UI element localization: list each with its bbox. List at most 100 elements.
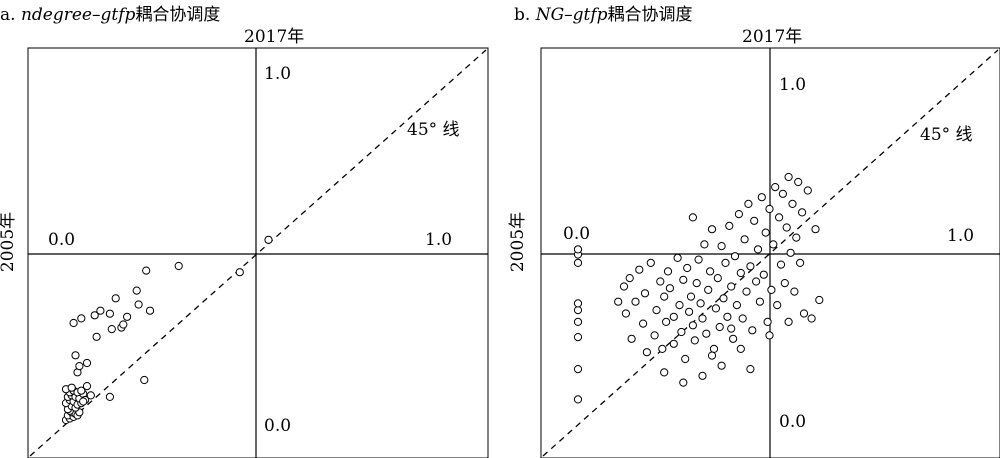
panel-b-point-76	[763, 317, 772, 326]
panel-b-point-12	[621, 309, 631, 318]
panel-a-point-27	[67, 383, 76, 392]
panel-b-x-tick-1: 1.0	[947, 226, 974, 246]
panel-b-point-65	[742, 287, 751, 296]
panel-a: a. ndegree–gtfp耦合协调度 2017年 2005年 45° 线 0…	[0, 5, 489, 458]
panel-b-point-66	[744, 199, 753, 208]
panel-b-points	[573, 172, 824, 404]
panel-b-point-23	[662, 317, 671, 326]
panel-b-point-89	[788, 199, 797, 208]
panel-b-point-58	[729, 334, 738, 343]
panel-b-point-29	[675, 301, 684, 310]
panel-b-point-78	[767, 285, 776, 294]
panel-b-point-84	[778, 189, 788, 198]
panel-b-point-9	[614, 297, 623, 306]
panel-b-point-106	[736, 344, 745, 353]
panel-b-point-24	[663, 267, 673, 276]
panel-b-point-19	[652, 306, 661, 315]
panel-b-point-82	[775, 213, 784, 222]
panel-a-top-label: 2017年	[244, 27, 304, 47]
panel-b-point-32	[681, 354, 690, 364]
panel-a-x-tick-1: 1.0	[425, 230, 452, 250]
panel-a-point-46	[132, 286, 141, 295]
panel-b-point-100	[679, 378, 688, 387]
panel-a-point-55	[140, 375, 149, 385]
panel-b-point-8	[573, 245, 583, 254]
panel-b-point-57	[727, 282, 736, 291]
panel-b-point-22	[660, 292, 669, 301]
panel-a-point-32	[71, 351, 80, 360]
panel-b-point-102	[642, 348, 652, 357]
panel-b-point-69	[750, 216, 759, 225]
panel-b-point-86	[782, 223, 791, 232]
panel-a-title: a. ndegree–gtfp耦合协调度	[0, 5, 220, 25]
panel-a-y-tick-0: 0.0	[264, 416, 291, 436]
panel-b-point-67	[746, 262, 755, 271]
panel-a-point-37	[77, 314, 86, 323]
panel-b-point-92	[794, 177, 803, 187]
panel-a-point-49	[105, 392, 115, 401]
panel-a-point-33	[82, 358, 92, 368]
panel-b-point-103	[627, 334, 636, 343]
panel-b-side-label: 2005年	[508, 212, 528, 272]
panel-b-point-38	[690, 336, 699, 345]
panel-b-point-28	[673, 253, 682, 262]
panel-a-side-label: 2005年	[0, 212, 18, 272]
panel-b-point-25	[665, 284, 675, 293]
panel-b-point-18	[650, 331, 659, 340]
panel-b-x-tick-0: 0.0	[563, 224, 590, 244]
panel-a-point-31	[75, 362, 84, 371]
panel-a-point-51	[79, 397, 88, 406]
panel-a-point-38	[90, 311, 99, 320]
panel-b-point-110	[707, 351, 717, 360]
panel-b-point-56	[725, 221, 734, 230]
panel-b-point-0	[573, 395, 583, 404]
panel-b-y-tick-0: 0.0	[779, 412, 806, 432]
panel-a-point-41	[111, 294, 120, 303]
panel-b-point-6	[573, 258, 583, 267]
panel-a-point-50	[174, 261, 183, 271]
panel-b-point-13	[631, 297, 640, 306]
panel-b-point-109	[746, 365, 755, 374]
panel-b-point-63	[738, 314, 747, 323]
panel-a-point-29	[86, 391, 95, 400]
panel-b-point-5	[573, 299, 583, 308]
panel-b-point-79	[769, 240, 778, 249]
panel-b-point-34	[685, 307, 694, 316]
panel-b-point-35	[686, 292, 696, 301]
panel-b-point-47	[707, 225, 717, 234]
panel-b-point-94	[798, 208, 807, 217]
panel-a-point-43	[107, 325, 116, 334]
panel-a-point-42	[96, 306, 105, 315]
panel-a-point-47	[142, 266, 151, 275]
panel-b-point-71	[753, 245, 763, 254]
panel-b-point-31	[679, 275, 688, 284]
panel-b-point-105	[717, 361, 726, 370]
panel-b-diag-label: 45° 线	[920, 125, 973, 145]
panel-b-point-17	[646, 258, 655, 267]
panel-b-point-95	[799, 309, 809, 318]
panel-b-point-27	[669, 339, 678, 348]
panel-a-point-39	[123, 312, 132, 321]
panel-b-point-64	[740, 235, 749, 244]
panel-b-title: b. NG–gtfp耦合协调度	[514, 5, 693, 25]
panel-b-point-10	[619, 282, 629, 291]
panel-b-point-40	[694, 255, 703, 264]
panel-b-point-45	[704, 285, 713, 294]
panel-b-point-36	[688, 321, 698, 330]
panel-b-point-48	[709, 344, 719, 353]
panel-a-point-40	[134, 300, 143, 309]
panel-b-point-41	[696, 299, 705, 308]
panel-b-point-91	[792, 233, 801, 242]
panel-b-point-72	[755, 297, 765, 306]
panel-a-point-34	[92, 332, 101, 341]
panel-a-diag-label: 45° 线	[407, 120, 460, 140]
panel-b-point-54	[721, 258, 730, 267]
panel-b-top-label: 2017年	[742, 27, 802, 47]
panel-b-point-73	[757, 193, 766, 202]
panel-a-y-tick-1: 1.0	[264, 64, 291, 84]
panel-b-point-99	[815, 295, 824, 305]
panel-b-point-97	[807, 314, 816, 323]
panel-b-point-16	[640, 289, 650, 298]
panel-b-point-14	[635, 265, 644, 274]
